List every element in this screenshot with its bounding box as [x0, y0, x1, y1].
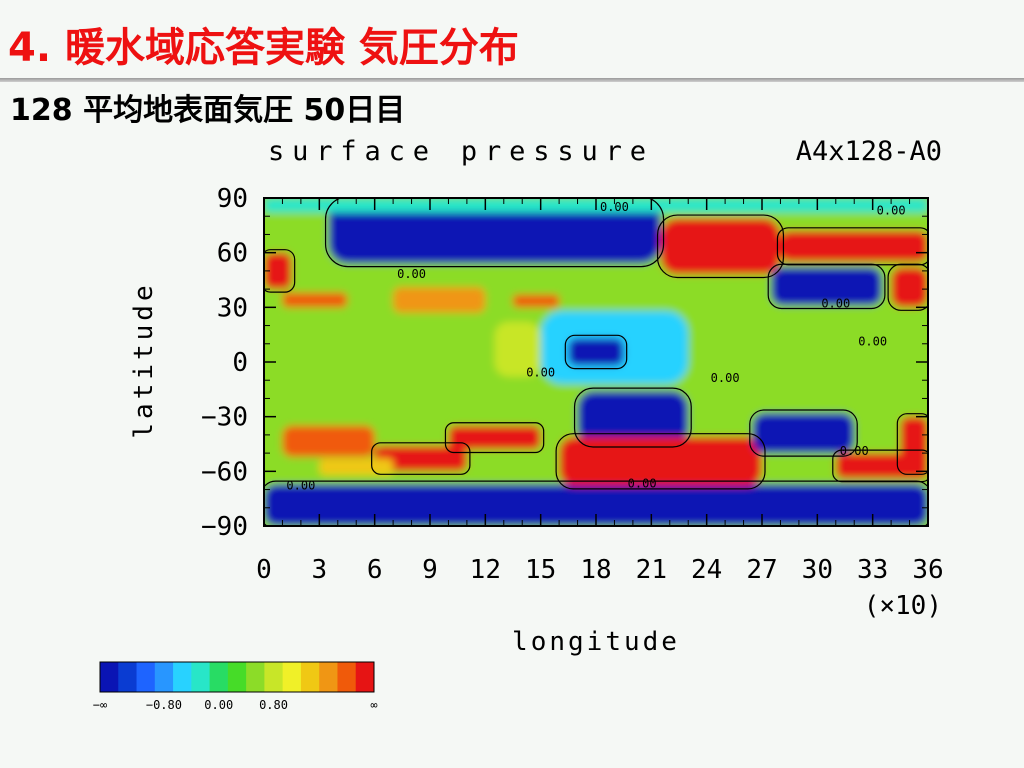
zero-contour-20 — [444, 422, 545, 454]
pressure-region-20 — [448, 425, 541, 450]
contour-label-9: 0.00 — [286, 479, 315, 493]
pressure-region-15 — [282, 292, 347, 308]
zero-contour-1 — [324, 198, 665, 268]
colorbar-frame — [99, 661, 375, 693]
contour-labels: 0.00 0.00 0.00 0.00 0.00 0.00 0.00 0.00 0.00 0.00 — [286, 200, 905, 493]
x-tick-label-10: 30 — [802, 555, 833, 585]
x-tick-label-12: 36 — [912, 555, 943, 585]
colorbar-label-0: −∞ — [93, 698, 107, 712]
contour-label-6: 0.00 — [526, 366, 555, 380]
colorbar-swatch-13 — [337, 662, 357, 692]
pressure-region-10 — [559, 436, 762, 486]
pressure-region-8 — [771, 267, 882, 306]
pressure-region-21 — [494, 321, 541, 377]
y-tick-label-1: 60 — [217, 239, 248, 269]
contour-label-0: 0.00 — [600, 200, 629, 214]
pressure-region-23 — [319, 458, 394, 475]
zero-contour-6 — [656, 214, 785, 279]
colorbar-swatch-5 — [191, 662, 211, 692]
pressure-region-22 — [282, 325, 430, 399]
zero-contour-11 — [749, 409, 858, 457]
colorbar-swatch-3 — [154, 662, 174, 692]
zero-contour-8 — [767, 263, 886, 310]
colorbar-swatch-2 — [136, 662, 156, 692]
x-tick-label-8: 24 — [691, 555, 722, 585]
x-tick-label-9: 27 — [746, 555, 777, 585]
colorbar-swatch-14 — [355, 662, 375, 692]
pressure-region-11 — [752, 413, 855, 454]
y-axis-label: latitude — [129, 281, 159, 438]
zero-contour-0 — [264, 480, 928, 526]
pressure-region-9 — [891, 267, 928, 308]
x-tick-label-7: 21 — [636, 555, 667, 585]
pressure-region-7 — [780, 230, 928, 262]
zero-contour-19 — [371, 442, 471, 475]
x-tick-label-4: 12 — [470, 555, 501, 585]
x-tick-label-3: 9 — [422, 555, 438, 585]
colorbar-swatch-10 — [282, 662, 302, 692]
colorbar-label-4: ∞ — [370, 698, 377, 712]
pressure-region-4 — [568, 338, 624, 366]
pressure-region-18 — [282, 425, 375, 457]
title-divider — [0, 78, 1024, 82]
colorbar-swatch-4 — [173, 662, 192, 692]
x-tick-label-5: 15 — [525, 555, 556, 585]
zero-contour-lines — [264, 198, 928, 526]
x-tick-label-11: 33 — [857, 555, 888, 585]
contour-label-8: 0.00 — [628, 477, 657, 491]
zero-contour-10 — [555, 433, 766, 490]
colorbar-label-3: 0.80 — [259, 698, 288, 712]
pressure-region-16 — [393, 287, 486, 313]
pressure-field — [264, 198, 928, 526]
colorbar-swatch-7 — [227, 662, 247, 692]
x-tick-label-1: 3 — [312, 555, 328, 585]
contour-label-7: 0.00 — [840, 444, 869, 458]
colorbar-swatch-0 — [100, 662, 119, 692]
zero-contour-14 — [264, 249, 296, 293]
colorbar: −∞ −0.80 0.00 0.80 ∞ — [93, 661, 378, 712]
zero-contour-4 — [564, 334, 628, 370]
colorbar-swatch-6 — [209, 662, 229, 692]
colorbar-swatch-11 — [300, 662, 320, 692]
pressure-region-14 — [264, 252, 292, 290]
y-tick-label-5: −60 — [201, 457, 248, 487]
zero-contour-13 — [896, 413, 928, 475]
pressure-region-13 — [900, 416, 928, 472]
x-tick-label-6: 18 — [580, 555, 611, 585]
pressure-region-5 — [577, 391, 689, 444]
contour-label-1: 0.00 — [877, 203, 906, 217]
colorbar-label-1: −0.80 — [146, 698, 182, 712]
x-multiplier-label: (×10) — [864, 591, 942, 621]
x-tick-label-2: 6 — [367, 555, 383, 585]
contour-label-5: 0.00 — [711, 371, 740, 385]
slide-title: 4. 暖水域応答実験 気圧分布 — [8, 25, 519, 71]
zero-contour-9 — [887, 263, 928, 311]
slide-subtitle: 128 平均地表面気圧 50日目 — [10, 93, 406, 128]
x-axis-label: longitude — [512, 627, 680, 657]
pressure-region-6 — [660, 218, 781, 275]
y-tick-label-0: 90 — [217, 184, 248, 214]
run-label: A4x128-A0 — [796, 136, 942, 167]
contour-label-3: 0.00 — [821, 296, 850, 310]
contour-label-4: 0.00 — [858, 335, 887, 349]
zero-contour-12 — [832, 449, 928, 483]
colorbar-swatch-12 — [319, 662, 338, 692]
y-tick-label-4: −30 — [201, 403, 248, 433]
zero-contour-5 — [573, 387, 692, 448]
colorbar-swatch-1 — [118, 662, 138, 692]
pressure-region-1 — [328, 199, 661, 264]
colorbar-swatch-9 — [264, 662, 284, 692]
colorbar-label-2: 0.00 — [204, 698, 233, 712]
x-tick-label-0: 0 — [256, 555, 272, 585]
y-tick-label-3: 0 — [232, 348, 248, 378]
y-tick-label-6: −90 — [201, 512, 248, 542]
pressure-region-17 — [513, 294, 560, 308]
chart-title: surface pressure — [268, 136, 646, 167]
y-tick-label-2: 30 — [217, 293, 248, 323]
pressure-region-19 — [374, 445, 467, 472]
contour-label-2: 0.00 — [397, 267, 426, 281]
colorbar-swatch-8 — [246, 662, 265, 692]
